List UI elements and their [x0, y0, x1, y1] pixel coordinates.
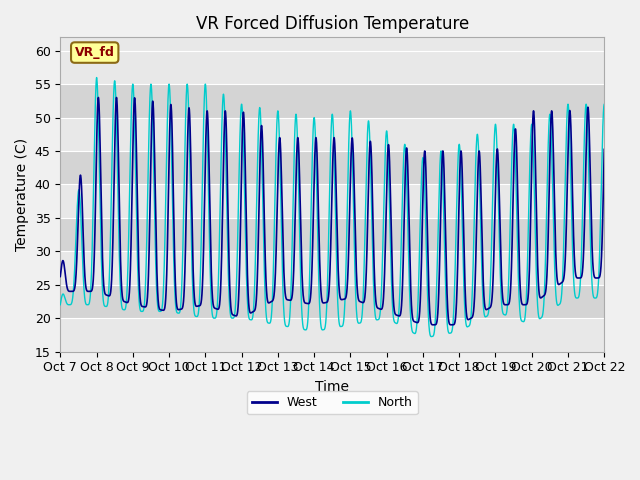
Title: VR Forced Diffusion Temperature: VR Forced Diffusion Temperature [196, 15, 469, 33]
Line: North: North [60, 78, 604, 336]
West [264, 300, 272, 306]
West [56, 274, 64, 279]
Bar [60, 251, 604, 285]
Bar [60, 151, 604, 184]
North [428, 334, 435, 339]
Bar [60, 318, 604, 351]
North [93, 75, 100, 81]
North [56, 302, 64, 308]
North [410, 330, 418, 336]
North [383, 128, 390, 134]
Legend: West, North: West, North [247, 391, 417, 414]
Line: West: West [60, 97, 604, 325]
West [156, 305, 163, 311]
Text: VR_fd: VR_fd [75, 46, 115, 59]
Bar [60, 118, 604, 151]
Bar [60, 84, 604, 118]
Bar [60, 184, 604, 218]
North [463, 323, 470, 328]
North [504, 298, 511, 304]
Bar [60, 285, 604, 318]
West [448, 322, 456, 328]
West [600, 146, 608, 152]
West [383, 187, 390, 192]
Bar [60, 218, 604, 251]
West [95, 95, 102, 100]
North [156, 309, 163, 314]
Y-axis label: Temperature (C): Temperature (C) [15, 138, 29, 251]
West [463, 310, 470, 316]
North [264, 320, 272, 326]
Bar [60, 51, 604, 84]
X-axis label: Time: Time [316, 380, 349, 394]
North [600, 101, 608, 107]
West [504, 302, 511, 308]
West [410, 319, 418, 324]
